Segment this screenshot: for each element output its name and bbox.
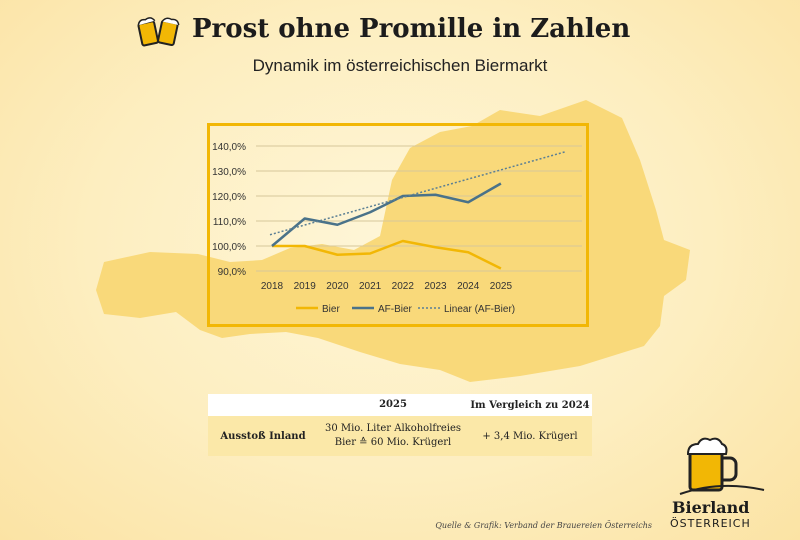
chart-grid: [256, 145, 582, 272]
linear-af-bier-line: [269, 150, 567, 236]
y-axis-tick-labels: 90,0% 100,0% 110,0% 120,0% 130,0% 140,0%: [212, 142, 246, 278]
chart-series: [269, 150, 567, 270]
table-row-label: Ausstoß Inland: [220, 430, 306, 442]
x-axis-tick-labels: 2018 2019 2020 2021 2022 2023 2024 2025: [261, 281, 513, 292]
summary-table: 2025 Im Vergleich zu 2024 Ausstoß Inland…: [208, 394, 592, 456]
brand-name: Bierland: [672, 498, 750, 517]
y-tick-label: 90,0%: [218, 267, 246, 278]
legend-label: AF-Bier: [378, 304, 413, 315]
table-header-row: 2025 Im Vergleich zu 2024: [208, 394, 592, 416]
table-change-cell: + 3,4 Mio. Krügerl: [482, 430, 578, 442]
bier-line: [272, 239, 502, 270]
y-tick-label: 140,0%: [212, 142, 246, 153]
table-row: Ausstoß Inland 30 Mio. Liter Alkoholfrei…: [208, 416, 592, 456]
beer-mugs-cheers-icon: [137, 17, 180, 47]
x-tick-label: 2025: [490, 281, 513, 292]
legend-label: Bier: [322, 304, 340, 315]
y-tick-label: 130,0%: [212, 167, 246, 178]
page-title: Prost ohne Promille in Zahlen: [192, 14, 631, 44]
y-tick-label: 110,0%: [213, 217, 246, 228]
chart-frame: [207, 123, 589, 327]
x-tick-label: 2018: [261, 281, 284, 292]
table-header-comparison: Im Vergleich zu 2024: [470, 399, 590, 411]
x-tick-label: 2021: [359, 281, 382, 292]
x-tick-label: 2019: [294, 281, 317, 292]
beer-mug-icon: [679, 437, 765, 495]
af-bier-line: [271, 182, 502, 247]
y-tick-label: 120,0%: [212, 192, 246, 203]
x-tick-label: 2022: [392, 281, 415, 292]
source-note: Quelle & Grafik: Verband der Brauereien …: [435, 521, 652, 530]
chart-legend: Bier AF-Bier Linear (AF-Bier): [296, 304, 515, 315]
legend-label: Linear (AF-Bier): [444, 304, 515, 315]
x-tick-label: 2023: [424, 281, 447, 292]
page-subtitle: Dynamik im österreichischen Biermarkt: [252, 56, 548, 75]
table-header-year: 2025: [379, 399, 407, 410]
x-tick-label: 2024: [457, 281, 480, 292]
table-value-cell: 30 Mio. Liter Alkoholfreies Bier ≙ 60 Mi…: [318, 422, 468, 450]
table-value-line2: Bier ≙ 60 Mio. Krügerl: [334, 437, 452, 448]
table-value-line1: 30 Mio. Liter Alkoholfreies: [324, 423, 462, 434]
x-tick-label: 2020: [326, 281, 349, 292]
brand-country: ÖSTERREICH: [670, 517, 751, 530]
y-tick-label: 100,0%: [212, 242, 246, 253]
